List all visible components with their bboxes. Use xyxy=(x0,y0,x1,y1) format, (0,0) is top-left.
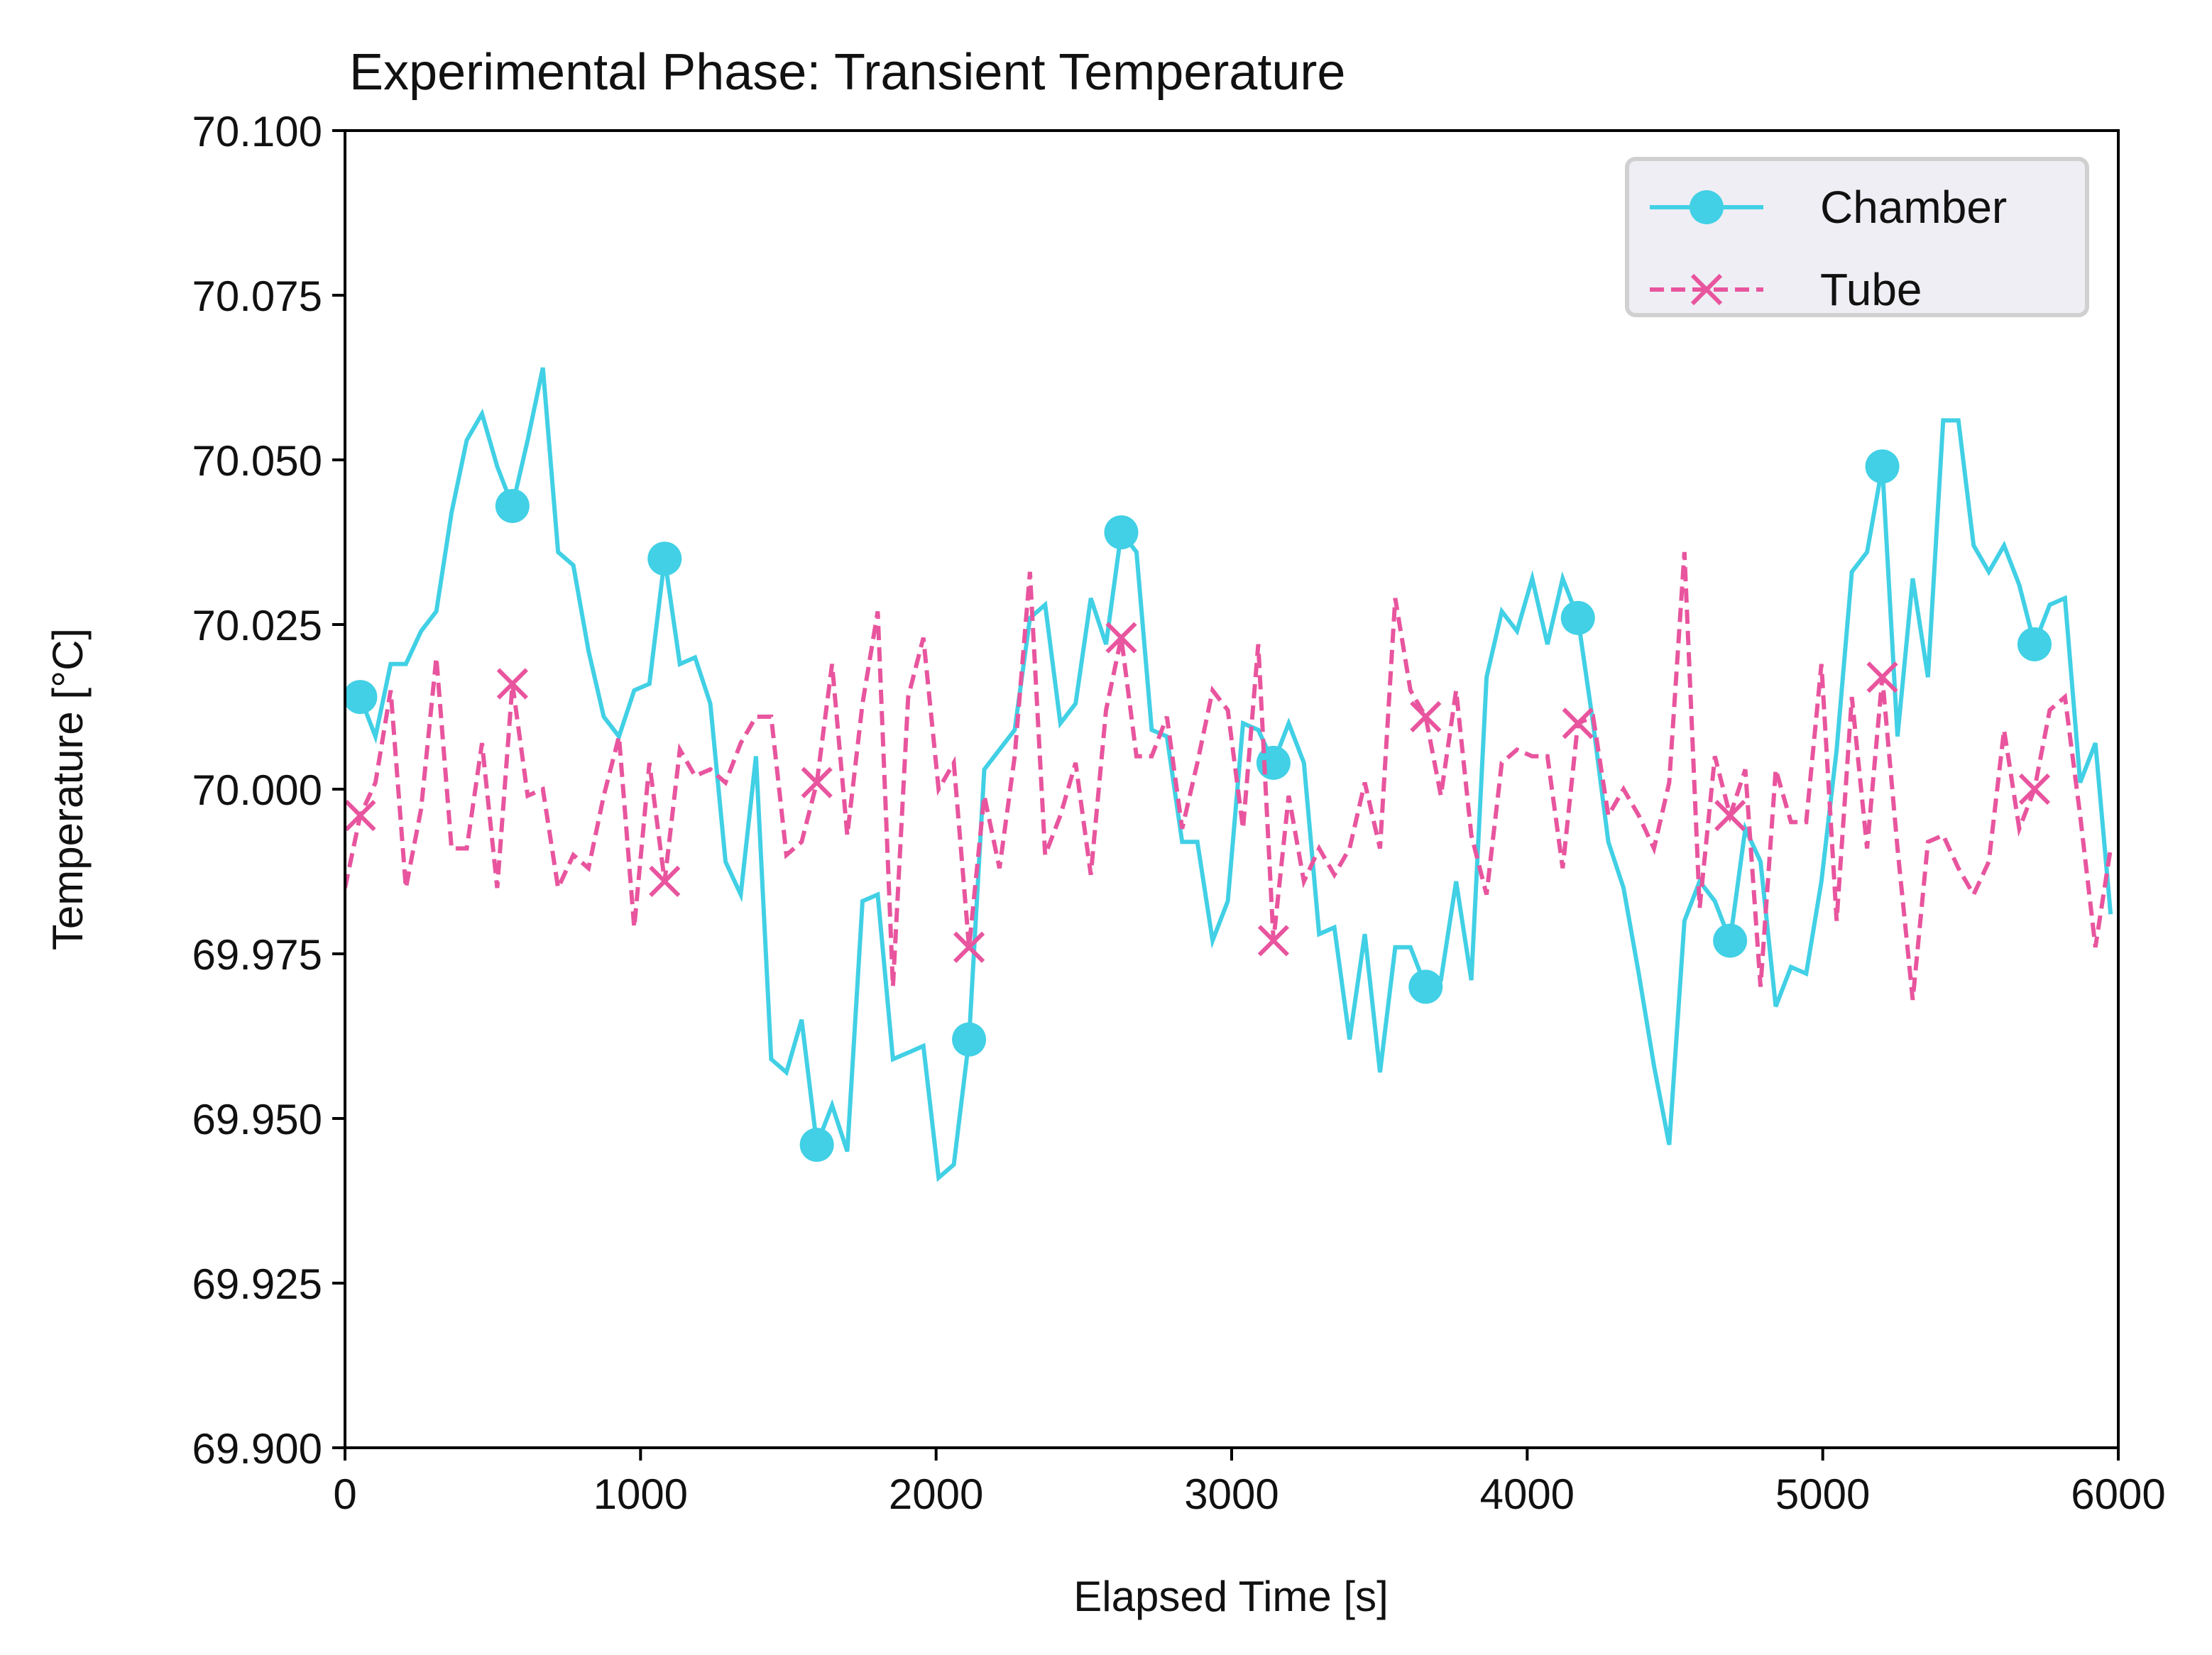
data-point xyxy=(953,931,985,963)
y-tick-label: 70.050 xyxy=(192,437,322,485)
data-point xyxy=(496,668,528,700)
data-point xyxy=(1866,661,1898,693)
data-point xyxy=(799,1128,834,1162)
data-point xyxy=(1256,745,1291,780)
plot-frame xyxy=(344,129,2120,1449)
data-point xyxy=(1714,799,1746,832)
data-point xyxy=(1713,923,1748,958)
x-tick-label: 5000 xyxy=(1775,1470,1870,1518)
legend-marker xyxy=(1690,190,1724,224)
legend-label: Tube xyxy=(1820,264,1922,315)
x-tick-label: 3000 xyxy=(1184,1470,1279,1518)
data-point xyxy=(1560,600,1595,635)
data-point xyxy=(801,766,833,798)
data-point xyxy=(495,488,530,523)
legend-label: Chamber xyxy=(1820,182,2007,233)
data-point xyxy=(1562,708,1594,739)
x-axis-label: Elapsed Time [s] xyxy=(1073,1573,1389,1620)
y-tick-label: 70.025 xyxy=(192,602,322,649)
y-tick-label: 69.975 xyxy=(192,931,322,979)
y-tick-label: 70.000 xyxy=(192,766,322,814)
chart-title: Experimental Phase: Transient Temperatur… xyxy=(349,44,1345,101)
y-axis-label: Temperature [°C] xyxy=(44,628,92,950)
data-point xyxy=(2017,627,2052,661)
y-tick-label: 69.950 xyxy=(192,1096,322,1143)
y-tick-label: 69.925 xyxy=(192,1260,322,1308)
data-point xyxy=(1410,700,1442,733)
x-tick-label: 2000 xyxy=(889,1470,983,1518)
data-point xyxy=(1408,969,1443,1004)
x-tick-label: 6000 xyxy=(2071,1470,2165,1518)
series-line xyxy=(345,367,2113,1182)
data-point xyxy=(1865,449,1900,484)
x-tick-label: 4000 xyxy=(1480,1470,1575,1518)
data-point xyxy=(345,680,378,715)
data-point xyxy=(1105,622,1137,654)
plot-area xyxy=(345,367,2113,1182)
x-tick-label: 0 xyxy=(333,1470,356,1518)
data-point xyxy=(1257,925,1290,957)
data-point xyxy=(1104,515,1139,550)
data-point xyxy=(647,541,682,576)
data-point xyxy=(952,1022,987,1057)
data-point xyxy=(2018,773,2051,805)
data-point xyxy=(649,865,681,898)
legend-marker xyxy=(1690,273,1723,306)
y-tick-label: 70.100 xyxy=(192,108,322,155)
y-tick-label: 70.075 xyxy=(192,273,322,320)
x-tick-label: 1000 xyxy=(593,1470,688,1518)
legend-box xyxy=(1625,157,2089,317)
y-tick-label: 69.900 xyxy=(192,1425,322,1473)
series-line xyxy=(345,551,2113,1001)
data-point xyxy=(345,799,376,832)
